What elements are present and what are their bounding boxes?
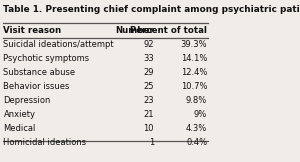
Text: 23: 23 xyxy=(143,96,154,105)
Text: 39.3%: 39.3% xyxy=(181,40,207,49)
Text: Behavior issues: Behavior issues xyxy=(4,82,70,91)
Text: Number: Number xyxy=(115,26,154,35)
Text: Suicidal ideations/attempt: Suicidal ideations/attempt xyxy=(4,40,114,49)
Text: 10: 10 xyxy=(143,124,154,133)
Text: Psychotic symptoms: Psychotic symptoms xyxy=(4,54,90,63)
Text: 25: 25 xyxy=(143,82,154,91)
Text: 92: 92 xyxy=(143,40,154,49)
Text: Table 1. Presenting chief complaint among psychiatric patients: Table 1. Presenting chief complaint amon… xyxy=(4,5,300,14)
Text: Visit reason: Visit reason xyxy=(4,26,61,35)
Text: Medical: Medical xyxy=(4,124,36,133)
Text: Anxiety: Anxiety xyxy=(4,110,35,119)
Text: 4.3%: 4.3% xyxy=(186,124,207,133)
Text: 10.7%: 10.7% xyxy=(181,82,207,91)
Text: 1: 1 xyxy=(149,138,154,147)
Text: Homicidal ideations: Homicidal ideations xyxy=(4,138,87,147)
Text: 12.4%: 12.4% xyxy=(181,68,207,77)
Text: 0.4%: 0.4% xyxy=(186,138,207,147)
Text: 29: 29 xyxy=(143,68,154,77)
Text: Depression: Depression xyxy=(4,96,51,105)
Text: 14.1%: 14.1% xyxy=(181,54,207,63)
Text: Percent of total: Percent of total xyxy=(130,26,207,35)
Text: 33: 33 xyxy=(143,54,154,63)
Text: Substance abuse: Substance abuse xyxy=(4,68,76,77)
Text: 21: 21 xyxy=(143,110,154,119)
Text: 9%: 9% xyxy=(194,110,207,119)
Text: 9.8%: 9.8% xyxy=(186,96,207,105)
